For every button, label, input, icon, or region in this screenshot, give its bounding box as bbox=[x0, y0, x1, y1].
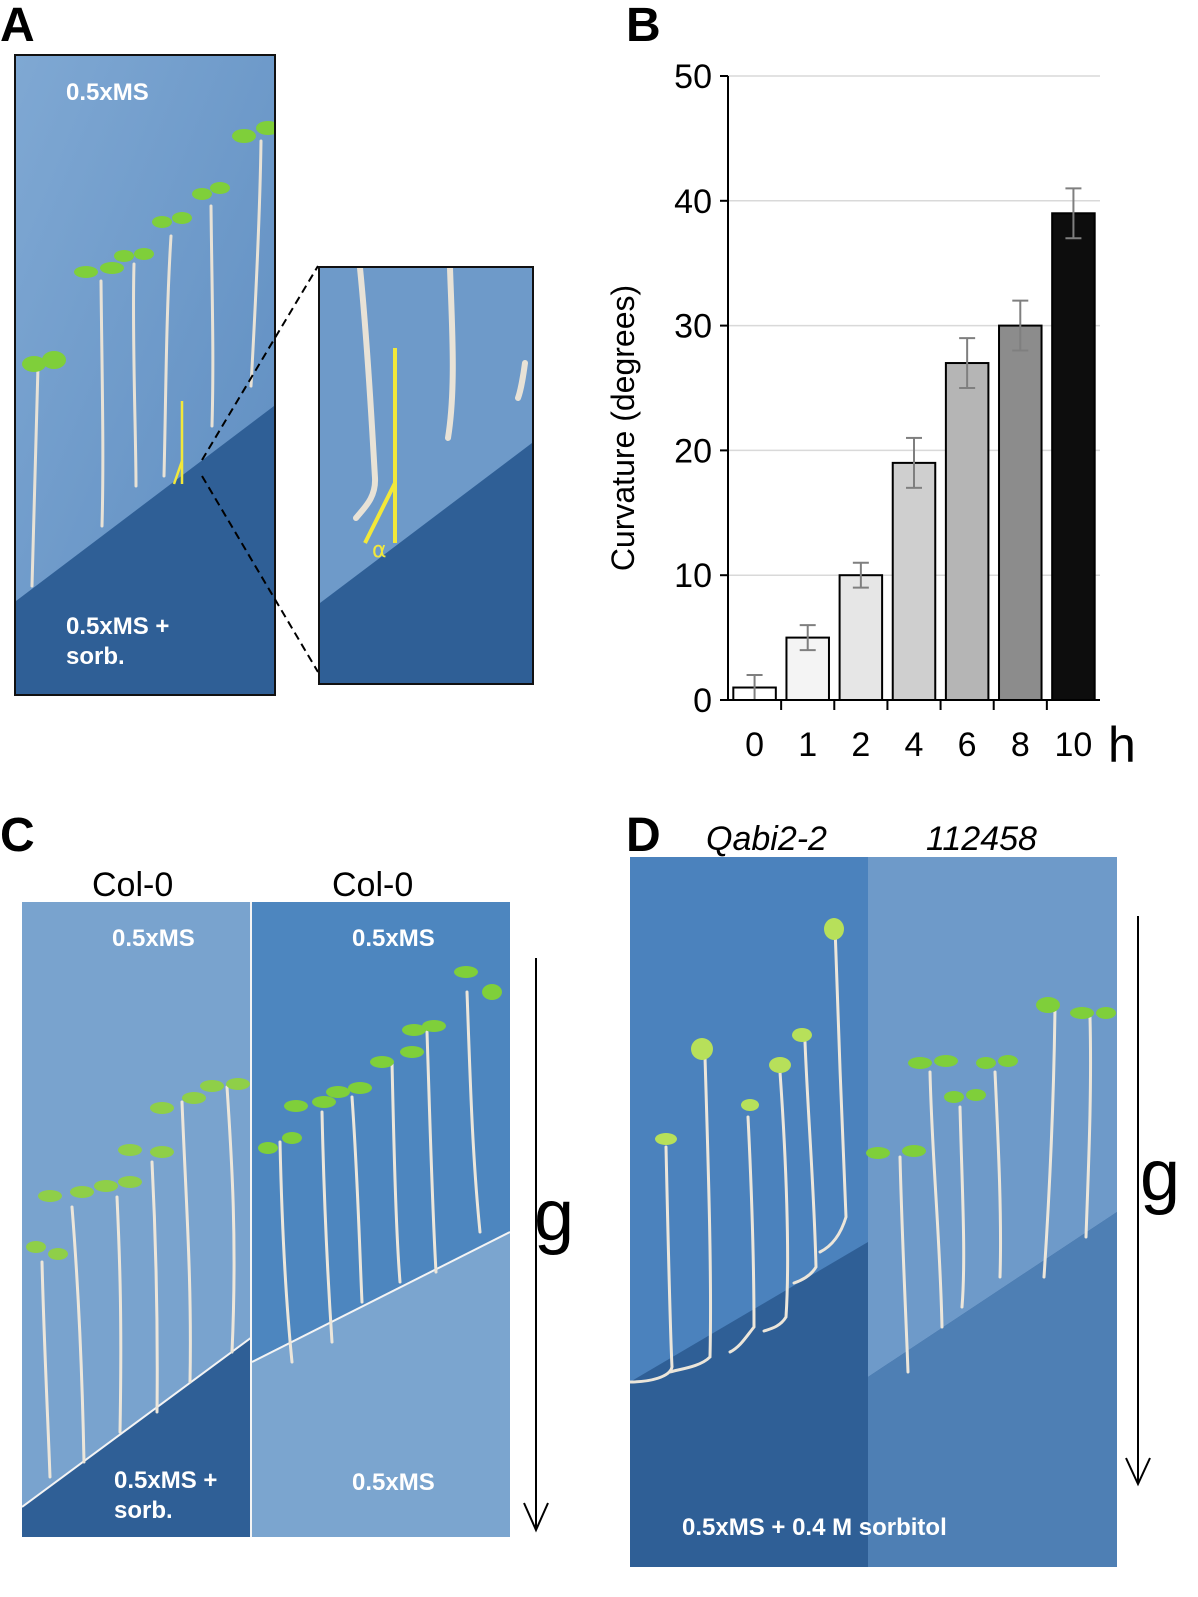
seedling-plate-image bbox=[16, 56, 274, 694]
x-axis-label: h bbox=[1108, 717, 1136, 773]
y-tick-label: 10 bbox=[674, 557, 712, 595]
panel-a-seedling-photo: 0.5xMS 0.5xMS + sorb. bbox=[14, 54, 276, 696]
gravity-label-d: g bbox=[1140, 1136, 1181, 1216]
angle-alpha-label: α bbox=[372, 538, 387, 563]
genotype-label-112458: 112458 bbox=[926, 820, 1037, 858]
panel-letter-b: B bbox=[626, 0, 661, 52]
panel-c-right-photo: 0.5xMS 0.5xMS bbox=[252, 902, 510, 1537]
bar-2h bbox=[838, 574, 884, 702]
bar-8h bbox=[998, 324, 1043, 701]
bar-10h bbox=[1051, 212, 1096, 701]
panel-letter-d: D bbox=[626, 809, 661, 862]
medium-label-sorbitol: 0.5xMS + 0.4 M sorbitol bbox=[682, 1514, 947, 1541]
zoom-connector-lines bbox=[201, 265, 319, 673]
x-tick-label: 2 bbox=[851, 726, 870, 764]
panel-divider bbox=[250, 902, 252, 1537]
x-tick-label: 4 bbox=[905, 726, 924, 764]
gravity-arrow-d bbox=[1125, 916, 1151, 1487]
panel-c-left-photo: 0.5xMS 0.5xMS + sorb. bbox=[22, 902, 252, 1537]
seedling-plate-image bbox=[630, 857, 1117, 1567]
y-tick-label: 30 bbox=[674, 308, 712, 346]
y-axis-label: Curvature (degrees) bbox=[605, 285, 641, 571]
x-tick-label: 10 bbox=[1055, 726, 1093, 764]
genotype-label-right: Col-0 bbox=[332, 866, 414, 904]
medium-label-bottom-right: 0.5xMS bbox=[352, 1469, 435, 1496]
panel-letter-a: A bbox=[0, 0, 35, 52]
medium-label-top-right: 0.5xMS bbox=[352, 925, 435, 952]
y-tick-label: 0 bbox=[693, 682, 712, 720]
medium-label-top-left: 0.5xMS bbox=[112, 925, 195, 952]
medium-label-bottom-left-line1: 0.5xMS + bbox=[114, 1467, 218, 1494]
medium-label-bottom-left-line2: sorb. bbox=[114, 1497, 173, 1524]
y-tick-label: 40 bbox=[674, 183, 712, 221]
y-tick-label: 20 bbox=[674, 432, 712, 470]
medium-label-bottom-line2: sorb. bbox=[66, 643, 125, 670]
genotype-label-qabi2-2: Qabi2-2 bbox=[706, 820, 827, 858]
gravity-label-c: g bbox=[534, 1176, 575, 1256]
x-tick-label: 6 bbox=[958, 726, 977, 764]
seedling-plate-image bbox=[22, 902, 252, 1537]
x-tick-label: 0 bbox=[745, 726, 764, 764]
genotype-label-left: Col-0 bbox=[92, 866, 174, 904]
panel-a-zoom-inset: α bbox=[318, 266, 534, 685]
panel-d-seedling-photo: 0.5xMS + 0.4 M sorbitol bbox=[630, 857, 1117, 1567]
zoom-inset-image bbox=[320, 268, 532, 683]
x-tick-label: 8 bbox=[1011, 726, 1030, 764]
y-tick-label: 50 bbox=[674, 58, 712, 96]
medium-label-top: 0.5xMS bbox=[66, 79, 149, 106]
seedling-plate-image bbox=[252, 902, 510, 1537]
gravity-arrow-c bbox=[523, 958, 549, 1533]
bar-4h bbox=[891, 461, 937, 701]
medium-label-bottom-line1: 0.5xMS + bbox=[66, 613, 170, 640]
bar-6h bbox=[944, 362, 990, 701]
medium-label-bottom: 0.5xMS + sorb. bbox=[66, 612, 169, 672]
x-tick-label: 1 bbox=[798, 726, 817, 764]
medium-label-bottom-left: 0.5xMS + sorb. bbox=[114, 1466, 217, 1526]
panel-letter-c: C bbox=[0, 809, 35, 862]
